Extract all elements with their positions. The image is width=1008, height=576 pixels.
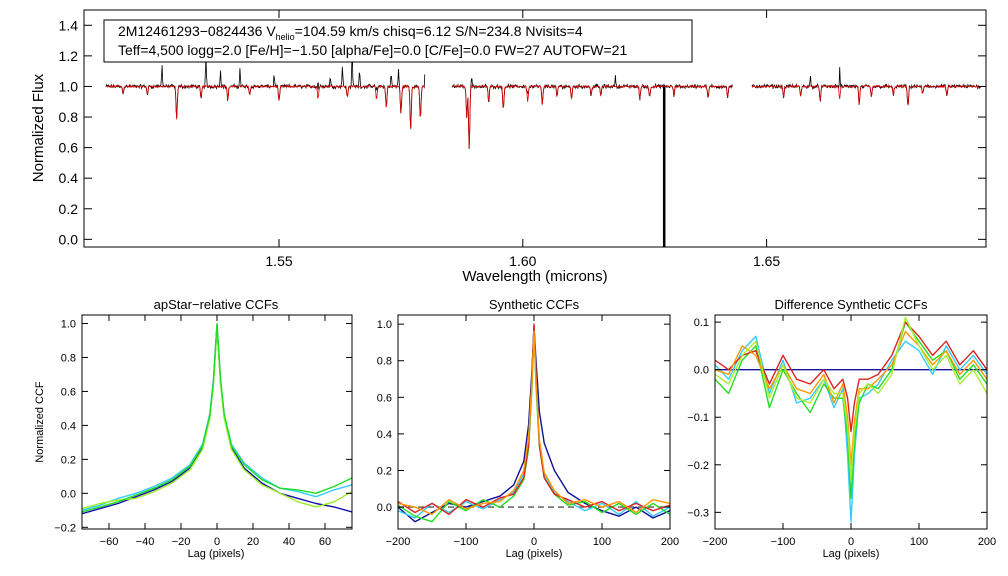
difference-ccf-x-axis-label: Lag (pixels): [823, 548, 880, 560]
apstar-ccf-panel: apStar−relative CCFs −60 −40 −20 0 20 40 60 −0.…: [34, 297, 353, 560]
difference-ccf-ticks: −200 −100 0 100 200 −0.3 −0.2 −0.1 0.0 0.1: [687, 315, 996, 548]
apstar-ccf-series-visit-2: [82, 326, 352, 511]
difference-ccf-x-tick-label: 100: [910, 536, 928, 548]
apstar-ccf-y-tick-label: 0.8: [61, 352, 76, 364]
synthetic-ccf-series-visit-1: [398, 325, 670, 523]
difference-ccf-panel: Difference Synthetic CCFs −200 −100 0 100 20…: [687, 297, 996, 560]
star-id: 2M12461293−0824436: [118, 23, 263, 39]
apstar-ccf-y-tick-label: 0.6: [61, 386, 76, 398]
apstar-ccf-series: [82, 322, 352, 515]
synthetic-ccf-series: [398, 323, 670, 523]
apstar-ccf-x-tick-label: −40: [136, 536, 155, 548]
spectrum-y-tick-label: 0.2: [59, 201, 79, 217]
spectrum-plot-frame: [83, 9, 987, 248]
spectrum-model-chip-1: [105, 84, 426, 130]
synthetic-ccf-x-tick-label: −200: [386, 536, 411, 548]
spectrum-y-axis-label: Normalized Flux: [30, 73, 47, 182]
spectrum-model-chip-3: [751, 84, 981, 106]
spectrum-y-tick-label: 0.6: [59, 140, 79, 156]
spectrum-y-tick-label: 1.2: [59, 48, 79, 64]
spectrum-x-tick-label: 1.55: [265, 253, 292, 269]
synthetic-ccf-y-tick-label: 0.8: [377, 356, 392, 368]
apstar-ccf-ticks: −60 −40 −20 0 20 40 60 −0.2 0.0 0.2 0.4 0.6 0.8 1.0: [54, 315, 352, 548]
spectrum-x-axis-label: Wavelength (microns): [462, 268, 607, 285]
apstar-ccf-y-tick-label: 0.4: [61, 420, 76, 432]
difference-ccf-y-tick-label: 0.1: [694, 317, 709, 329]
difference-ccf-title: Difference Synthetic CCFs: [775, 297, 928, 312]
difference-ccf-series-visit-2: [715, 335, 987, 523]
synthetic-ccf-series-visit-5: [398, 330, 670, 516]
spectrum-y-tick-label: 0.8: [59, 109, 79, 125]
spectrum-y-tick-label: 1.0: [59, 78, 79, 94]
apstar-ccf-x-tick-label: −60: [100, 536, 119, 548]
difference-ccf-y-tick-label: 0.0: [694, 365, 709, 377]
apstar-ccf-series-visit-3: [82, 327, 352, 510]
difference-ccf-series-visit-6: [715, 316, 987, 480]
difference-ccf-x-tick-label: −100: [771, 536, 796, 548]
difference-ccf-series-visit-3: [715, 321, 987, 499]
apstar-ccf-y-axis-label: Normalized CCF: [34, 381, 46, 463]
apstar-ccf-x-tick-label: 20: [247, 536, 259, 548]
apstar-ccf-y-tick-label: −0.2: [54, 522, 76, 534]
synthetic-ccf-y-tick-label: 1.0: [377, 319, 392, 331]
difference-ccf-series-visit-5: [715, 330, 987, 466]
apstar-ccf-series-visit-4: [82, 322, 352, 513]
synthetic-ccf-y-tick-label: 0.4: [377, 429, 392, 441]
spectrum-info-box: [103, 19, 693, 63]
difference-ccf-x-tick-label: 200: [978, 536, 996, 548]
synthetic-ccf-x-axis-label: Lag (pixels): [506, 548, 563, 560]
spectrum-y-tick-label: 1.4: [59, 17, 79, 33]
spectrum-panel: 1.55 1.60 1.65 0.0 0.2 0.4 0.6 0.8 1.0 1.2 1.4 2M1…: [30, 9, 987, 285]
synthetic-ccf-title: Synthetic CCFs: [489, 297, 580, 312]
synthetic-ccf-y-tick-label: 0.6: [377, 392, 392, 404]
synthetic-ccf-y-tick-label: 0.0: [377, 502, 392, 514]
apstar-ccf-y-tick-label: 0.2: [61, 454, 76, 466]
spectrum-info-stats: =104.59 km/s chisq=6.12 S/N=234.8 Nvisit…: [295, 23, 583, 39]
spectrum-info-line1: 2M12461293−0824436 Vhelio=104.59 km/s ch…: [118, 23, 583, 42]
difference-ccf-x-tick-label: −200: [703, 536, 728, 548]
spectrum-x-tick-label: 1.60: [509, 253, 536, 269]
apstar-ccf-y-tick-label: 0.0: [61, 488, 76, 500]
difference-ccf-series: [715, 316, 987, 523]
spectrum-series: [105, 48, 981, 247]
synthetic-ccf-ticks: −200 −100 0 100 200 0.0 0.2 0.4 0.6 0.8 1.0: [377, 315, 679, 548]
apstar-ccf-title: apStar−relative CCFs: [154, 297, 279, 312]
synthetic-ccf-x-tick-label: 0: [531, 536, 537, 548]
difference-ccf-y-tick-label: −0.3: [687, 507, 709, 519]
difference-ccf-x-tick-label: 0: [848, 536, 854, 548]
synthetic-ccf-x-tick-label: 200: [661, 536, 679, 548]
apstar-ccf-x-axis-label: Lag (pixels): [188, 548, 245, 560]
synthetic-ccf-x-tick-label: 100: [593, 536, 611, 548]
spectrum-model-chip-2: [451, 84, 733, 148]
synthetic-ccf-series-visit-4: [398, 323, 670, 516]
apstar-ccf-x-tick-label: 60: [319, 536, 331, 548]
apstar-ccf-y-tick-label: 1.0: [61, 318, 76, 330]
apstar-ccf-x-tick-label: 0: [214, 536, 220, 548]
apstar-ccf-x-tick-label: −20: [172, 536, 191, 548]
apstar-ccf-x-tick-label: 40: [283, 536, 295, 548]
synthetic-ccf-y-tick-label: 0.2: [377, 465, 392, 477]
synthetic-ccf-series-visit-3: [398, 328, 670, 523]
synthetic-ccf-series-visit-2: [398, 327, 670, 519]
apstar-ccf-series-visit-1: [82, 324, 352, 515]
v-helio-symbol: V: [266, 23, 276, 39]
spectrum-ticks: 1.55 1.60 1.65 0.0 0.2 0.4 0.6 0.8 1.0 1.2 1.4: [59, 10, 986, 269]
difference-ccf-y-tick-label: −0.2: [687, 460, 709, 472]
spectrum-x-tick-label: 1.65: [753, 253, 780, 269]
spectrum-y-tick-label: 0.0: [59, 231, 79, 247]
difference-ccf-series-visit-4: [715, 321, 987, 433]
difference-ccf-y-tick-label: −0.1: [687, 412, 709, 424]
v-helio-subscript: helio: [276, 32, 295, 42]
spectrum-y-tick-label: 0.4: [59, 170, 79, 186]
synthetic-ccf-x-tick-label: −100: [454, 536, 479, 548]
spectrum-info-line2: Teff=4,500 logg=2.0 [Fe/H]=−1.50 [alpha/…: [118, 42, 627, 58]
synthetic-ccf-panel: Synthetic CCFs −200 −100 0 100 200 0.0 0.2 0.4 0…: [377, 297, 679, 560]
